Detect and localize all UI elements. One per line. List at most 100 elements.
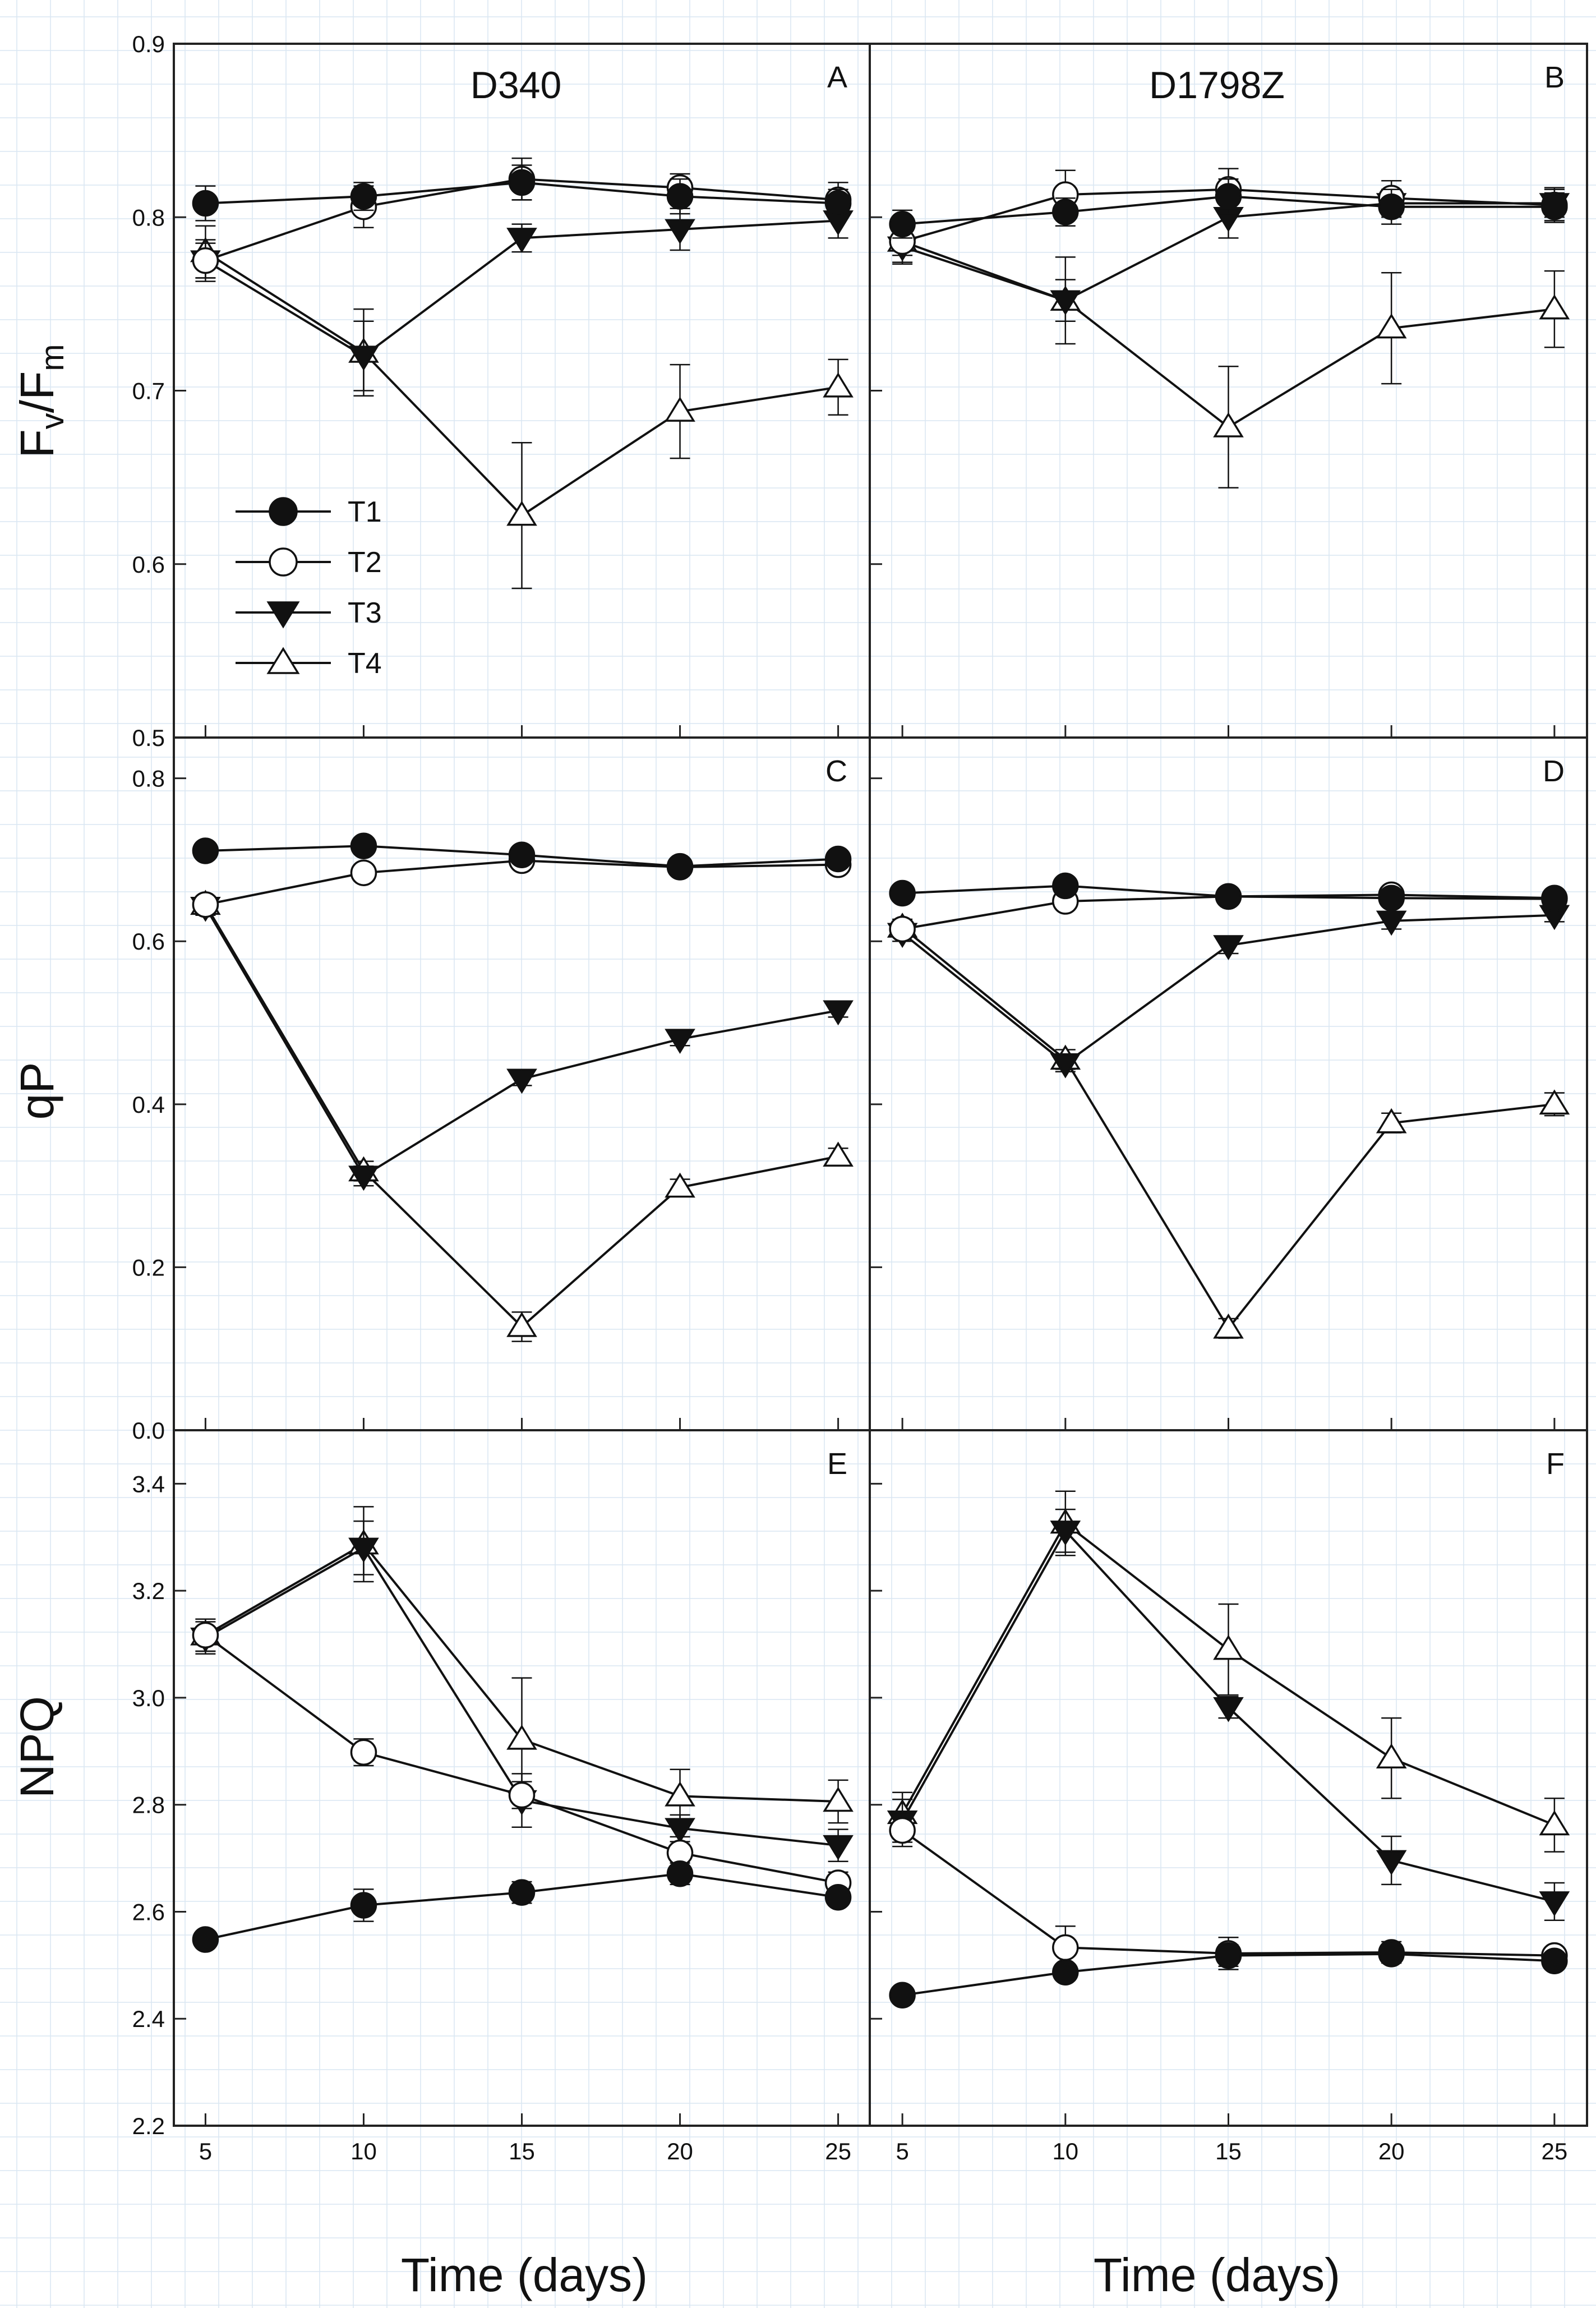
- data-point: [1215, 883, 1242, 910]
- y-tick-label: 3.2: [132, 1578, 165, 1604]
- fvfm-slash: /F: [11, 371, 63, 413]
- panel-b: B: [869, 43, 1588, 739]
- data-point: [1376, 313, 1407, 339]
- data-point: [824, 845, 852, 873]
- y-tick-label: 2.6: [132, 1899, 165, 1925]
- series-t3: [887, 1508, 1570, 1921]
- data-point: [823, 1786, 854, 1812]
- legend-item-t1: T1: [236, 496, 382, 528]
- panel-letter: D: [1543, 754, 1565, 788]
- data-point: [508, 841, 536, 868]
- panel-f: 5 10 15 20 25 F: [869, 1429, 1588, 2164]
- data-point: [348, 345, 379, 371]
- data-point: [1052, 199, 1079, 225]
- data-point: [1376, 1743, 1407, 1768]
- y-tick-label: 0.6: [132, 928, 165, 955]
- data-point: [823, 1835, 854, 1860]
- data-point: [1376, 1108, 1407, 1134]
- x-tick-label: 20: [667, 2138, 693, 2164]
- y-axis-label-qp: qP: [11, 1062, 63, 1120]
- series-t2: [192, 1618, 852, 1896]
- data-point: [506, 228, 537, 253]
- data-point: [665, 1029, 695, 1054]
- data-point: [1052, 1934, 1079, 1961]
- data-point: [508, 1781, 536, 1809]
- data-point: [350, 859, 377, 886]
- data-point: [1052, 1959, 1079, 1985]
- fvfm-sub-m: m: [34, 344, 71, 371]
- data-point: [1215, 183, 1242, 210]
- data-point: [666, 853, 694, 880]
- data-point: [665, 1781, 695, 1807]
- y-tick-label: 0.8: [132, 204, 165, 231]
- data-point: [1213, 935, 1244, 960]
- x-axis-label-left: Time (days): [401, 2249, 648, 2301]
- data-point: [1376, 910, 1407, 936]
- x-axis-label-right: Time (days): [1094, 2249, 1340, 2301]
- series-t1: [192, 832, 852, 880]
- x-tick-label: 25: [825, 2138, 851, 2164]
- legend-marker: [266, 601, 300, 629]
- y-tick-label: 0.7: [132, 378, 165, 404]
- data-point: [506, 500, 537, 526]
- data-point: [889, 879, 916, 907]
- data-point: [1539, 1810, 1570, 1836]
- data-point: [889, 1982, 916, 2009]
- data-point: [1213, 1313, 1244, 1339]
- data-point: [823, 1141, 854, 1167]
- legend-marker: [269, 547, 298, 577]
- data-point: [192, 1621, 219, 1649]
- y-tick-label: 2.2: [132, 2113, 165, 2139]
- data-point: [1541, 1947, 1568, 1974]
- data-point: [1378, 1941, 1405, 1968]
- x-tick-label: 15: [509, 2138, 535, 2164]
- y-tick-label: 2.4: [132, 2006, 165, 2032]
- data-point: [823, 372, 854, 398]
- column-title-d340: D340: [471, 64, 562, 107]
- data-point: [1378, 193, 1405, 220]
- data-point: [823, 1000, 854, 1026]
- data-point: [665, 1172, 695, 1198]
- panel-letter: B: [1544, 61, 1565, 94]
- legend: T1 T2 T3 T4: [236, 496, 382, 680]
- data-point: [192, 190, 219, 217]
- data-point: [1215, 1942, 1242, 1969]
- legend-item-t4: T4: [236, 647, 382, 680]
- legend-label: T4: [348, 647, 382, 680]
- data-point: [350, 1739, 377, 1766]
- y-axis-label-fvfm: Fv/Fm: [11, 344, 71, 458]
- panel-letter: A: [827, 61, 847, 94]
- legend-label: T3: [348, 597, 382, 629]
- legend-label: T1: [348, 496, 382, 528]
- y-tick-label: 3.0: [132, 1685, 165, 1711]
- data-point: [508, 169, 536, 196]
- data-point: [824, 1883, 852, 1911]
- data-point: [350, 832, 377, 859]
- data-point: [665, 219, 695, 245]
- panel-e: 2.2 2.4 2.6 2.8 3.0 3.2 3.4 5 10 15 20 25 E: [132, 1429, 871, 2164]
- y-tick-label: 0.9: [132, 31, 165, 57]
- data-point: [1050, 1521, 1081, 1546]
- panels: 0.5 0.6 0.7 0.8 0.9 A B 0.0 0.2 0.4 0.6 0.8 C D 2.2 2.4…: [132, 31, 1588, 2164]
- data-point: [1541, 885, 1568, 913]
- legend-item-t2: T2: [236, 546, 382, 579]
- data-point: [1213, 412, 1244, 437]
- data-point: [1052, 872, 1079, 900]
- x-tick-label: 25: [1542, 2138, 1568, 2164]
- series-t1: [889, 1941, 1568, 2009]
- data-point: [666, 183, 694, 210]
- data-point: [1541, 193, 1568, 220]
- column-title-d1798z: D1798Z: [1149, 64, 1285, 107]
- fvfm-sub-v: v: [34, 413, 71, 429]
- x-tick-label: 10: [350, 2138, 377, 2164]
- data-point: [889, 915, 916, 943]
- data-point: [506, 1312, 537, 1337]
- data-point: [824, 190, 852, 217]
- data-point: [889, 210, 916, 238]
- data-point: [1050, 290, 1081, 316]
- y-tick-label: 0.5: [132, 725, 165, 751]
- y-tick-label: 0.0: [132, 1417, 165, 1444]
- y-tick-label: 0.2: [132, 1254, 165, 1280]
